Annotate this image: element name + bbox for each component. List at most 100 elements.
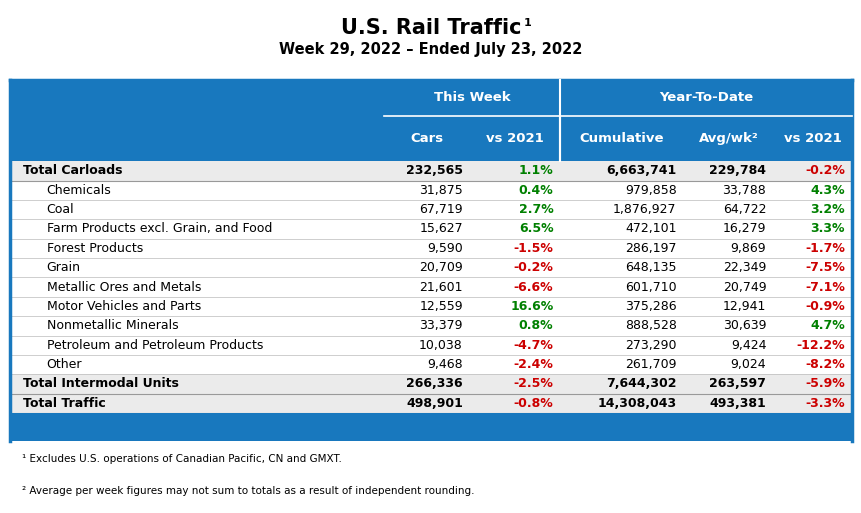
- Text: -8.2%: -8.2%: [804, 358, 844, 371]
- Text: 229,784: 229,784: [709, 164, 765, 177]
- Text: 4.7%: 4.7%: [809, 319, 844, 332]
- Text: -7.5%: -7.5%: [804, 261, 844, 274]
- Bar: [10, 278, 851, 297]
- Text: Other: Other: [46, 358, 82, 371]
- Text: 3.2%: 3.2%: [809, 203, 844, 216]
- Text: Total Carloads: Total Carloads: [23, 164, 122, 177]
- Bar: [10, 239, 851, 258]
- Text: 498,901: 498,901: [406, 397, 462, 410]
- Text: Petroleum and Petroleum Products: Petroleum and Petroleum Products: [46, 339, 263, 352]
- Text: -0.8%: -0.8%: [513, 397, 553, 410]
- Bar: [10, 413, 851, 441]
- Bar: [10, 80, 851, 161]
- Text: 493,381: 493,381: [709, 397, 765, 410]
- Text: -0.2%: -0.2%: [804, 164, 844, 177]
- Text: -1.5%: -1.5%: [513, 242, 553, 255]
- Text: 979,858: 979,858: [624, 184, 676, 197]
- Text: Total Intermodal Units: Total Intermodal Units: [23, 378, 179, 390]
- Text: vs 2021: vs 2021: [783, 132, 840, 145]
- Text: -1.7%: -1.7%: [804, 242, 844, 255]
- Bar: [10, 297, 851, 316]
- Text: 4.3%: 4.3%: [809, 184, 844, 197]
- Text: 20,709: 20,709: [418, 261, 462, 274]
- Text: 601,710: 601,710: [624, 281, 676, 293]
- Text: -6.6%: -6.6%: [513, 281, 553, 293]
- Text: Cumulative: Cumulative: [579, 132, 664, 145]
- Text: 2.7%: 2.7%: [518, 203, 553, 216]
- Text: 7,644,302: 7,644,302: [605, 378, 676, 390]
- Text: 263,597: 263,597: [709, 378, 765, 390]
- Bar: [10, 181, 851, 200]
- Text: -12.2%: -12.2%: [796, 339, 844, 352]
- Text: Chemicals: Chemicals: [46, 184, 111, 197]
- Text: 9,590: 9,590: [427, 242, 462, 255]
- Bar: [10, 161, 851, 181]
- Text: -3.3%: -3.3%: [804, 397, 844, 410]
- Text: -7.1%: -7.1%: [804, 281, 844, 293]
- Text: ¹ Excludes U.S. operations of Canadian Pacific, CN and GMXT.: ¹ Excludes U.S. operations of Canadian P…: [22, 454, 341, 464]
- Text: 286,197: 286,197: [624, 242, 676, 255]
- Text: Coal: Coal: [46, 203, 74, 216]
- Text: 273,290: 273,290: [624, 339, 676, 352]
- Text: 12,559: 12,559: [418, 300, 462, 313]
- Text: Cars: Cars: [410, 132, 443, 145]
- Text: 9,468: 9,468: [427, 358, 462, 371]
- Bar: [10, 355, 851, 374]
- Text: 888,528: 888,528: [624, 319, 676, 332]
- Text: Year-To-Date: Year-To-Date: [658, 91, 753, 105]
- Text: 67,719: 67,719: [418, 203, 462, 216]
- Text: 20,749: 20,749: [722, 281, 765, 293]
- Text: 33,788: 33,788: [722, 184, 765, 197]
- Text: Nonmetallic Minerals: Nonmetallic Minerals: [46, 319, 178, 332]
- Text: 266,336: 266,336: [406, 378, 462, 390]
- Text: Motor Vehicles and Parts: Motor Vehicles and Parts: [46, 300, 201, 313]
- Text: -0.9%: -0.9%: [804, 300, 844, 313]
- Text: 0.4%: 0.4%: [518, 184, 553, 197]
- Text: 1.1%: 1.1%: [518, 164, 553, 177]
- Text: Avg/wk²: Avg/wk²: [697, 132, 758, 145]
- Text: 10,038: 10,038: [418, 339, 462, 352]
- Text: 1: 1: [523, 18, 531, 28]
- Text: 14,308,043: 14,308,043: [597, 397, 676, 410]
- Bar: [10, 220, 851, 239]
- Text: 33,379: 33,379: [419, 319, 462, 332]
- Text: ² Average per week figures may not sum to totals as a result of independent roun: ² Average per week figures may not sum t…: [22, 486, 474, 496]
- Text: 0.8%: 0.8%: [518, 319, 553, 332]
- Bar: [10, 393, 851, 413]
- Text: 9,024: 9,024: [730, 358, 765, 371]
- Text: 30,639: 30,639: [722, 319, 765, 332]
- Text: Farm Products excl. Grain, and Food: Farm Products excl. Grain, and Food: [46, 223, 271, 235]
- Text: 9,424: 9,424: [730, 339, 765, 352]
- Bar: [10, 258, 851, 278]
- Text: 472,101: 472,101: [624, 223, 676, 235]
- Text: 15,627: 15,627: [418, 223, 462, 235]
- Text: Week 29, 2022 – Ended July 23, 2022: Week 29, 2022 – Ended July 23, 2022: [279, 42, 582, 57]
- Text: 6,663,741: 6,663,741: [606, 164, 676, 177]
- Text: -5.9%: -5.9%: [804, 378, 844, 390]
- Text: 648,135: 648,135: [624, 261, 676, 274]
- Text: 64,722: 64,722: [722, 203, 765, 216]
- Text: 261,709: 261,709: [624, 358, 676, 371]
- Text: Forest Products: Forest Products: [46, 242, 143, 255]
- Text: 9,869: 9,869: [730, 242, 765, 255]
- Text: Grain: Grain: [46, 261, 80, 274]
- Text: 375,286: 375,286: [624, 300, 676, 313]
- Text: -0.2%: -0.2%: [513, 261, 553, 274]
- Text: 6.5%: 6.5%: [518, 223, 553, 235]
- Bar: [10, 336, 851, 355]
- Bar: [10, 200, 851, 220]
- Text: U.S. Rail Traffic: U.S. Rail Traffic: [340, 18, 521, 38]
- Text: 21,601: 21,601: [419, 281, 462, 293]
- Text: -2.5%: -2.5%: [513, 378, 553, 390]
- Text: 232,565: 232,565: [406, 164, 462, 177]
- Text: 1,876,927: 1,876,927: [612, 203, 676, 216]
- Text: -2.4%: -2.4%: [513, 358, 553, 371]
- Text: This Week: This Week: [433, 91, 510, 105]
- Text: 16,279: 16,279: [722, 223, 765, 235]
- Text: Metallic Ores and Metals: Metallic Ores and Metals: [46, 281, 201, 293]
- Text: 22,349: 22,349: [722, 261, 765, 274]
- Text: 16.6%: 16.6%: [510, 300, 553, 313]
- Bar: [10, 374, 851, 393]
- Text: 3.3%: 3.3%: [809, 223, 844, 235]
- Text: 31,875: 31,875: [418, 184, 462, 197]
